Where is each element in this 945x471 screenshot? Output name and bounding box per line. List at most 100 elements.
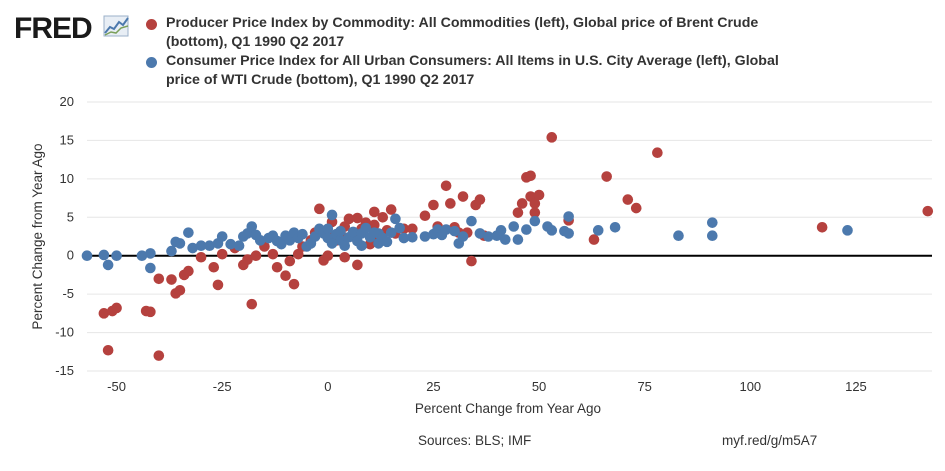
ppi-data-point[interactable]: [601, 171, 612, 182]
cpi-data-point[interactable]: [225, 238, 236, 250]
cpi-data-point[interactable]: [495, 225, 507, 236]
ppi-data-point[interactable]: [652, 147, 663, 159]
cpi-data-point[interactable]: [394, 222, 405, 234]
cpi-data-point[interactable]: [204, 240, 215, 252]
cpi-data-point[interactable]: [499, 234, 511, 245]
ppi-data-point[interactable]: [280, 270, 291, 281]
ppi-data-point[interactable]: [174, 285, 186, 296]
ppi-data-point[interactable]: [457, 191, 469, 202]
ppi-data-point[interactable]: [98, 308, 110, 319]
cpi-data-point[interactable]: [326, 209, 338, 221]
ppi-data-point[interactable]: [250, 250, 262, 262]
cpi-data-point[interactable]: [187, 242, 198, 254]
ppi-data-point[interactable]: [445, 198, 456, 209]
cpi-data-point[interactable]: [254, 235, 266, 246]
ppi-data-point[interactable]: [284, 255, 296, 267]
cpi-data-point[interactable]: [563, 211, 574, 222]
cpi-data-point[interactable]: [609, 221, 621, 233]
cpi-data-point[interactable]: [508, 221, 520, 232]
cpi-data-point[interactable]: [347, 226, 359, 238]
ppi-data-point[interactable]: [183, 265, 194, 277]
ppi-data-point[interactable]: [377, 211, 389, 223]
cpi-data-point[interactable]: [707, 230, 718, 242]
ppi-data-point[interactable]: [212, 279, 224, 291]
cpi-data-point[interactable]: [195, 240, 207, 252]
cpi-data-point[interactable]: [512, 234, 524, 245]
ppi-data-point[interactable]: [288, 278, 300, 290]
ppi-data-point[interactable]: [533, 189, 545, 201]
cpi-data-point[interactable]: [246, 221, 258, 232]
ppi-data-point[interactable]: [440, 180, 452, 192]
ppi-data-point[interactable]: [546, 132, 558, 143]
cpi-data-point[interactable]: [98, 249, 110, 261]
ppi-data-point[interactable]: [922, 205, 934, 217]
cpi-data-point[interactable]: [360, 222, 372, 234]
ppi-data-point[interactable]: [816, 221, 828, 233]
cpi-data-point[interactable]: [381, 236, 393, 248]
ppi-data-point[interactable]: [369, 206, 380, 218]
cpi-data-point[interactable]: [474, 228, 486, 239]
cpi-data-point[interactable]: [673, 230, 684, 242]
ppi-data-point[interactable]: [407, 223, 418, 235]
cpi-data-point[interactable]: [390, 213, 401, 225]
ppi-data-point[interactable]: [622, 194, 634, 205]
cpi-data-point[interactable]: [483, 231, 494, 242]
cpi-data-point[interactable]: [335, 225, 346, 237]
cpi-data-point[interactable]: [183, 227, 194, 238]
cpi-data-point[interactable]: [339, 240, 351, 252]
ppi-data-point[interactable]: [208, 261, 220, 273]
ppi-data-point[interactable]: [385, 204, 397, 215]
cpi-data-point[interactable]: [297, 228, 308, 240]
cpi-data-point[interactable]: [145, 262, 156, 274]
cpi-data-point[interactable]: [136, 250, 148, 262]
ppi-data-point[interactable]: [111, 302, 122, 314]
ppi-data-point[interactable]: [322, 250, 334, 262]
cpi-data-point[interactable]: [592, 225, 604, 236]
ppi-data-point[interactable]: [242, 254, 253, 265]
cpi-data-point[interactable]: [457, 231, 469, 242]
ppi-data-point[interactable]: [352, 212, 363, 224]
ppi-data-point[interactable]: [314, 203, 325, 215]
ppi-data-point[interactable]: [267, 248, 279, 260]
cpi-data-point[interactable]: [440, 224, 452, 235]
ppi-data-point[interactable]: [369, 219, 380, 231]
cpi-data-point[interactable]: [385, 227, 397, 238]
cpi-data-point[interactable]: [466, 215, 477, 227]
ppi-data-point[interactable]: [166, 274, 177, 285]
ppi-data-point[interactable]: [474, 194, 486, 205]
cpi-data-point[interactable]: [407, 231, 418, 243]
ppi-data-point[interactable]: [512, 207, 524, 218]
ppi-data-point[interactable]: [428, 199, 439, 211]
cpi-data-point[interactable]: [356, 240, 367, 252]
legend-item-cpi[interactable]: Consumer Price Index for All Urban Consu…: [146, 52, 786, 90]
ppi-data-point[interactable]: [466, 255, 477, 267]
cpi-data-point[interactable]: [233, 240, 245, 252]
cpi-data-point[interactable]: [398, 232, 410, 244]
ppi-data-point[interactable]: [145, 306, 156, 318]
cpi-data-point[interactable]: [102, 259, 114, 271]
ppi-data-point[interactable]: [588, 234, 600, 245]
cpi-data-point[interactable]: [166, 245, 177, 257]
cpi-data-point[interactable]: [563, 228, 574, 239]
ppi-data-point[interactable]: [339, 251, 351, 263]
ppi-data-point[interactable]: [529, 207, 541, 218]
cpi-data-point[interactable]: [216, 231, 228, 242]
ppi-data-point[interactable]: [102, 344, 114, 356]
cpi-data-point[interactable]: [529, 215, 541, 227]
ppi-data-point[interactable]: [271, 261, 283, 273]
cpi-data-point[interactable]: [145, 248, 156, 259]
cpi-data-point[interactable]: [546, 225, 558, 236]
cpi-data-point[interactable]: [276, 238, 287, 250]
cpi-data-point[interactable]: [419, 231, 431, 242]
ppi-data-point[interactable]: [419, 210, 431, 222]
ppi-data-point[interactable]: [630, 202, 642, 214]
cpi-data-point[interactable]: [111, 250, 122, 262]
fred-logo[interactable]: FRED: [14, 12, 93, 45]
cpi-data-point[interactable]: [842, 225, 853, 236]
ppi-data-point[interactable]: [525, 170, 536, 182]
cpi-data-point[interactable]: [449, 225, 460, 237]
ppi-data-point[interactable]: [216, 248, 228, 260]
ppi-data-point[interactable]: [352, 259, 363, 271]
cpi-data-point[interactable]: [174, 238, 186, 249]
short-url-link[interactable]: myf.red/g/m5A7: [722, 433, 818, 448]
